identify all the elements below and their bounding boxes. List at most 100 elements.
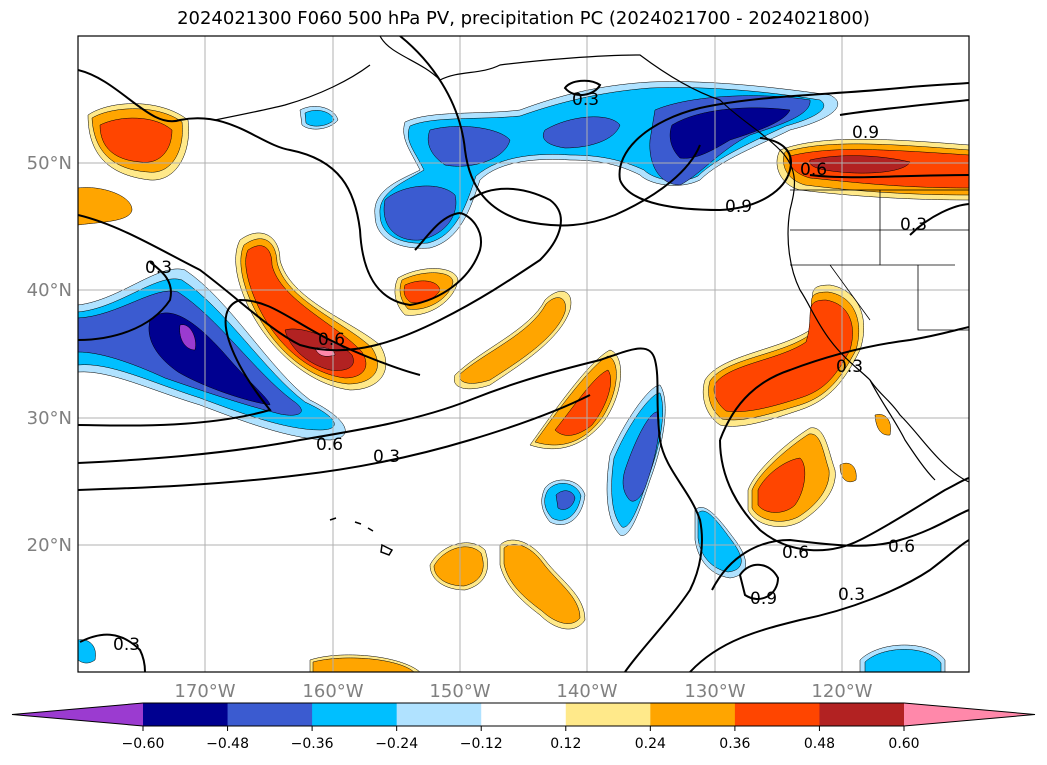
contour-label: 0.3 xyxy=(113,635,140,655)
negative-anomaly xyxy=(864,649,942,672)
colorbar-extend-max xyxy=(904,703,1035,726)
lon-label: 130°W xyxy=(684,681,745,702)
lon-label: 150°W xyxy=(429,681,490,702)
baja-coast xyxy=(869,379,936,481)
positive-anomaly xyxy=(534,355,617,446)
contour-line xyxy=(79,633,146,672)
contour-labels: 0.3 0.9 0.9 0.6 0.3 0.6 0.3 0.6 0.3 0.6 … xyxy=(113,90,927,655)
lat-label: 20°N xyxy=(27,535,72,556)
positive-anomaly xyxy=(757,457,806,513)
colorbar-tick-label: 0.12 xyxy=(550,736,581,752)
negative-anomaly xyxy=(697,510,742,573)
colorbar-tick-label: −0.12 xyxy=(460,736,503,752)
colorbar-segment xyxy=(565,703,651,726)
contour-label: 0.3 xyxy=(145,258,172,278)
contour-label: 0.9 xyxy=(852,123,879,143)
colorbar-tick-label: 0.24 xyxy=(635,736,666,752)
contour-line xyxy=(414,212,461,251)
colorbar-segment xyxy=(312,703,398,726)
colorbar-tick-label: −0.36 xyxy=(291,736,334,752)
colorbar-tick-label: −0.60 xyxy=(122,736,165,752)
contour-line xyxy=(719,326,969,441)
contour-line xyxy=(78,347,703,672)
colorbar-extend-min xyxy=(12,703,143,726)
colorbar-segment xyxy=(481,703,567,726)
contour-line xyxy=(809,174,969,179)
colorbar-tick-label: −0.24 xyxy=(375,736,418,752)
positive-anomaly xyxy=(503,544,581,624)
contour-line xyxy=(78,187,562,352)
contour-line xyxy=(719,439,969,552)
contour-line xyxy=(78,298,421,427)
map-content: 0.3 0.9 0.9 0.6 0.3 0.6 0.3 0.6 0.3 0.6 … xyxy=(78,36,969,672)
lon-label: 140°W xyxy=(556,681,617,702)
positive-anomaly xyxy=(78,187,133,226)
pv-contours xyxy=(78,36,969,672)
negative-anomaly xyxy=(383,185,457,241)
contour-label: 0.9 xyxy=(750,589,777,609)
contour-line xyxy=(619,137,792,212)
positive-anomaly xyxy=(554,369,611,436)
positive-anomaly xyxy=(809,155,911,174)
contour-label: 0.3 xyxy=(838,585,865,605)
shading-layer xyxy=(78,81,969,672)
contour-line xyxy=(78,69,482,307)
negative-anomaly xyxy=(622,411,660,502)
contour-line xyxy=(399,36,701,227)
colorbar-tick-label: −0.48 xyxy=(206,736,249,752)
contour-label: 0.3 xyxy=(900,215,927,235)
negative-anomaly xyxy=(427,126,511,167)
map-title: 2024021300 F060 500 hPa PV, precipitatio… xyxy=(177,8,870,29)
colorbar-segment xyxy=(819,703,905,726)
contour-label: 0.6 xyxy=(800,160,827,180)
hawaii-islands xyxy=(329,517,394,556)
contour-label: 0.6 xyxy=(888,537,915,557)
contour-label: 0.9 xyxy=(725,197,752,217)
contour-label: 0.6 xyxy=(782,543,809,563)
positive-anomaly xyxy=(99,117,173,163)
contour-line xyxy=(711,509,969,591)
contour-label: 0.3 xyxy=(572,90,599,110)
map-border xyxy=(77,35,970,673)
colorbar: −0.60 −0.48 −0.36 −0.24 −0.12 0.12 0.24 0.36 0.4… xyxy=(11,702,1036,752)
coastlines xyxy=(214,36,969,556)
positive-anomaly xyxy=(459,297,566,384)
contour-label: 0.3 xyxy=(836,357,863,377)
lat-label: 50°N xyxy=(27,153,72,174)
lon-label: 160°W xyxy=(302,681,363,702)
contour-line xyxy=(909,203,969,236)
negative-anomaly xyxy=(542,116,621,149)
contour-label: 0.3 xyxy=(373,447,400,467)
lon-label: 170°W xyxy=(174,681,235,702)
colorbar-segment xyxy=(143,703,229,726)
lat-label: 40°N xyxy=(27,280,72,301)
negative-anomaly xyxy=(179,324,196,351)
positive-anomaly xyxy=(433,546,484,587)
colorbar-tick-label: 0.48 xyxy=(804,736,835,752)
contour-label: 0.6 xyxy=(316,435,343,455)
contour-line xyxy=(78,394,591,491)
colorbar-segment xyxy=(650,703,736,726)
contour-line xyxy=(738,563,780,600)
alaska-coast xyxy=(214,64,371,121)
colorbar-segment xyxy=(227,703,313,726)
contour-line xyxy=(689,539,969,672)
negative-anomaly xyxy=(555,490,576,510)
contour-label: 0.6 xyxy=(318,330,345,350)
negative-anomaly xyxy=(148,312,271,406)
positive-anomaly xyxy=(713,299,853,412)
colorbar-segment xyxy=(734,703,820,726)
colorbar-tick-label: 0.36 xyxy=(719,736,750,752)
state-borders xyxy=(790,189,969,331)
contour-line xyxy=(839,99,969,116)
negative-anomaly xyxy=(304,110,335,127)
positive-anomaly xyxy=(874,414,891,436)
contour-line xyxy=(618,82,969,181)
negative-anomaly xyxy=(78,639,96,664)
colorbar-tick-label: 0.60 xyxy=(888,736,919,752)
contour-line xyxy=(78,261,172,341)
contour-line xyxy=(563,79,602,96)
latitude-labels: 50°N 40°N 30°N 20°N xyxy=(27,153,72,556)
colorbar-segment xyxy=(396,703,482,726)
